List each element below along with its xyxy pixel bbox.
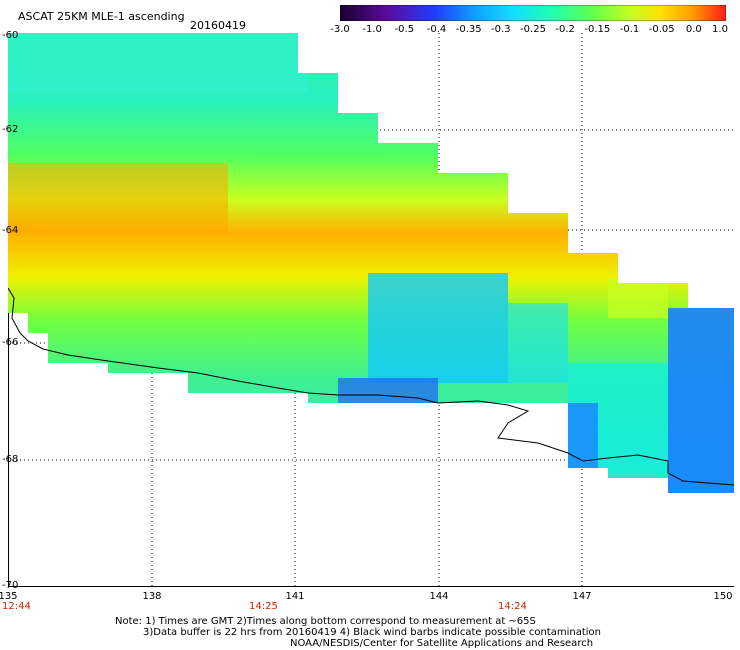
longitude-label: 150 bbox=[713, 591, 733, 602]
colorbar-label: -0.1 bbox=[619, 24, 640, 35]
data-swath bbox=[8, 33, 734, 493]
map-date: 20160419 bbox=[190, 19, 246, 32]
latitude-label: -70 bbox=[2, 580, 19, 591]
colorbar-label: -3.0 bbox=[330, 24, 350, 35]
longitude-label: 147 bbox=[572, 591, 592, 602]
latitude-label: -68 bbox=[2, 454, 19, 465]
colorbar-label: 1.0 bbox=[712, 24, 728, 35]
colorbar-label: -0.35 bbox=[455, 24, 482, 35]
colorbar-label: -0.2 bbox=[555, 24, 575, 35]
longitude-label: 144 bbox=[429, 591, 449, 602]
coastline bbox=[8, 287, 734, 486]
colorbar bbox=[340, 5, 726, 21]
map-title: ASCAT 25KM MLE-1 ascending bbox=[18, 10, 185, 23]
colorbar-label: -1.0 bbox=[362, 24, 382, 35]
longitude-label: 135 bbox=[0, 591, 18, 602]
latitude-label: -60 bbox=[2, 30, 19, 41]
latitude-label: -62 bbox=[2, 124, 19, 135]
colorbar-label: -0.05 bbox=[648, 24, 675, 35]
colorbar-label: -0.25 bbox=[520, 24, 546, 35]
note-line-1: Note: 1) Times are GMT 2)Times along bot… bbox=[115, 616, 536, 627]
colorbar-label: -0.15 bbox=[584, 24, 611, 35]
colorbar-label: 0.0 bbox=[685, 24, 702, 35]
time-label-3: 14:24 bbox=[498, 601, 527, 612]
colorbar-label: -0.3 bbox=[491, 24, 511, 35]
latitude-label: -66 bbox=[2, 337, 19, 348]
latitude-label: -64 bbox=[2, 225, 19, 236]
colorbar-label: -0.4 bbox=[426, 24, 447, 35]
map-frame bbox=[8, 33, 734, 587]
note-line-2: 3)Data buffer is 22 hrs from 20160419 4)… bbox=[143, 627, 601, 638]
longitude-label: 141 bbox=[285, 591, 305, 602]
map-canvas bbox=[8, 33, 734, 587]
longitude-label: 138 bbox=[142, 591, 162, 602]
colorbar-label: -0.5 bbox=[394, 24, 415, 35]
note-line-3: NOAA/NESDIS/Center for Satellite Applica… bbox=[290, 638, 594, 649]
time-label-2: 14:25 bbox=[249, 601, 278, 612]
time-label-1: 12:44 bbox=[2, 601, 31, 612]
